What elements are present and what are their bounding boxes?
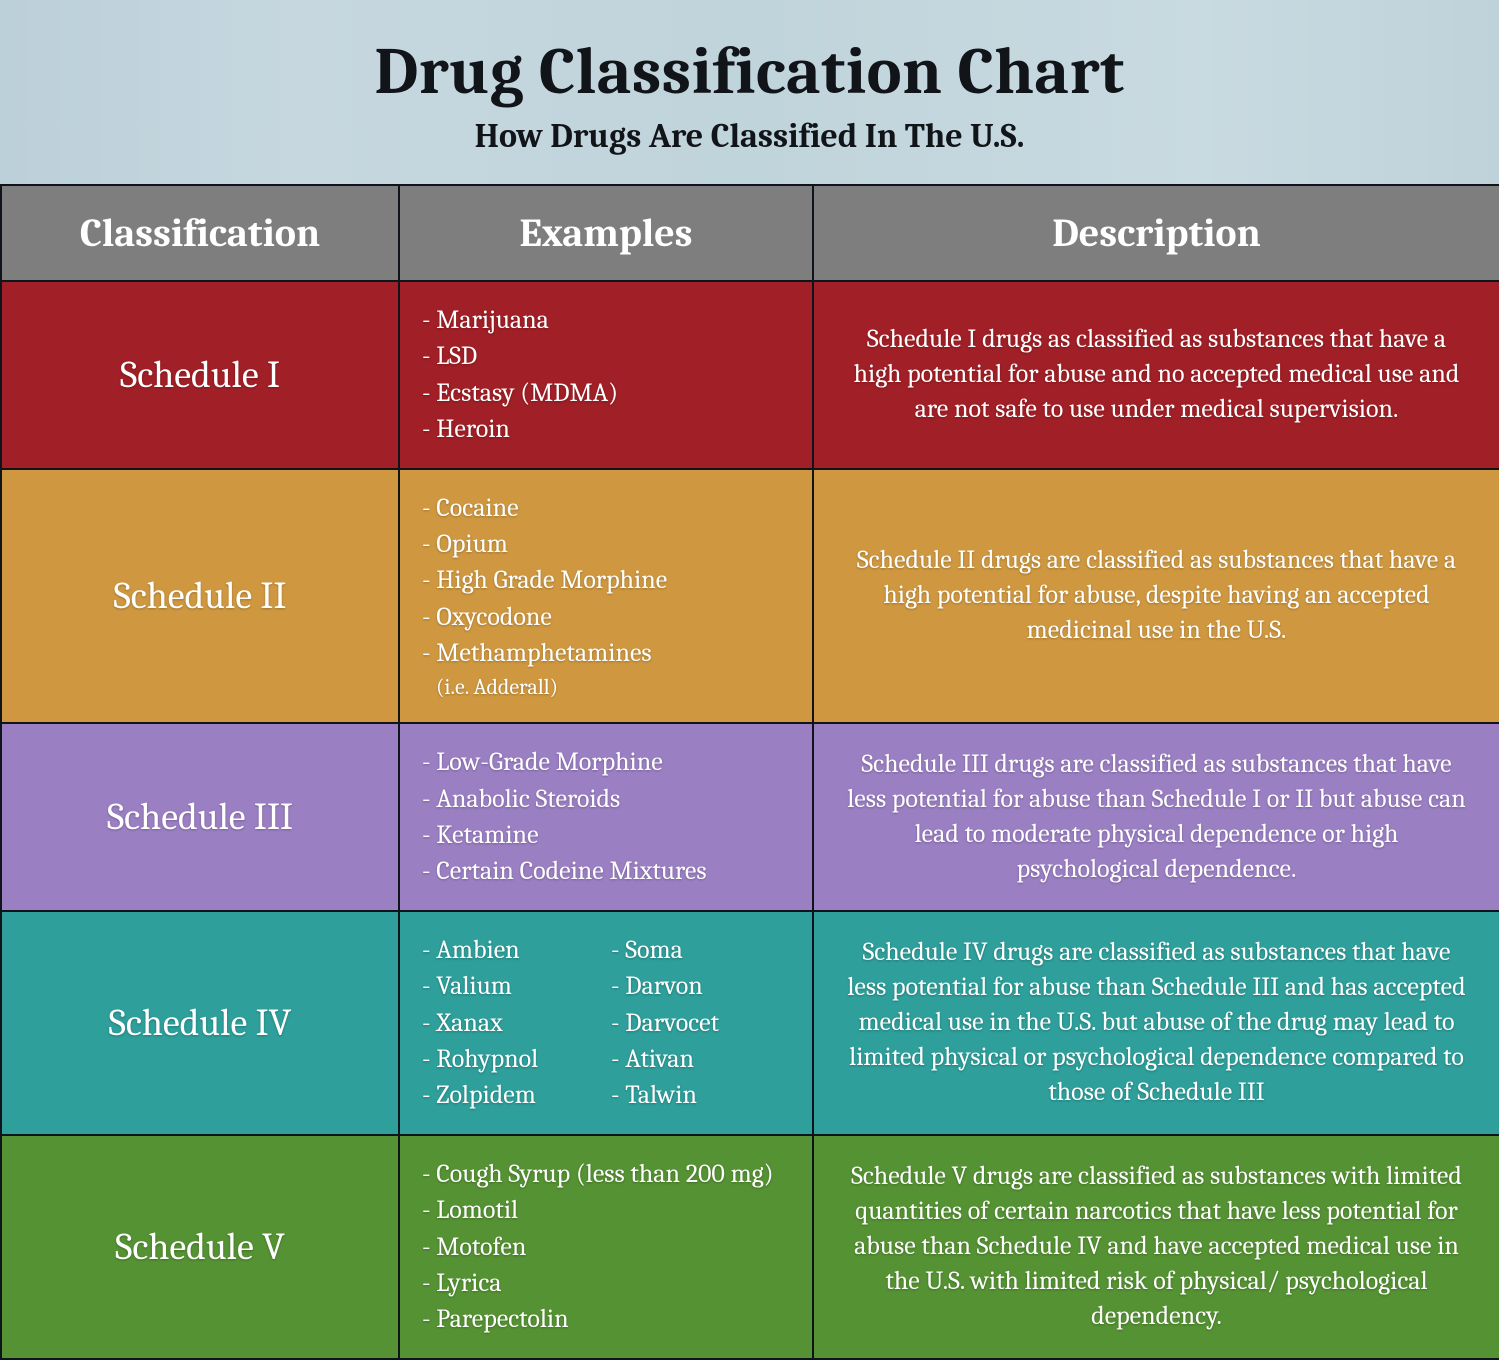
example-item: - Ecstasy (MDMA) bbox=[422, 375, 790, 411]
table-body: Schedule I- Marijuana- LSD- Ecstasy (MDM… bbox=[1, 281, 1499, 1359]
table-row: Schedule IV- Ambien- Valium- Xanax- Rohy… bbox=[1, 911, 1499, 1135]
example-item: - High Grade Morphine bbox=[422, 562, 790, 598]
example-item: - Oxycodone bbox=[422, 599, 790, 635]
example-item: - Certain Codeine Mixtures bbox=[422, 853, 790, 889]
col-description: Description bbox=[813, 185, 1499, 281]
classification-cell: Schedule III bbox=[1, 723, 399, 911]
header: Drug Classification Chart How Drugs Are … bbox=[0, 0, 1499, 184]
page-title: Drug Classification Chart bbox=[0, 34, 1499, 110]
example-item: - Anabolic Steroids bbox=[422, 781, 790, 817]
example-item: - Ativan bbox=[611, 1041, 790, 1077]
example-item: - Heroin bbox=[422, 411, 790, 447]
description-cell: Schedule II drugs are classified as subs… bbox=[813, 469, 1499, 724]
example-item: - Ketamine bbox=[422, 817, 790, 853]
example-item: - Valium bbox=[422, 968, 601, 1004]
examples-cell: - Marijuana- LSD- Ecstasy (MDMA)- Heroin bbox=[399, 281, 813, 469]
page-subtitle: How Drugs Are Classified In The U.S. bbox=[0, 116, 1499, 156]
example-item: - Soma bbox=[611, 932, 790, 968]
example-item: - Lyrica bbox=[422, 1265, 790, 1301]
example-item: - Cough Syrup (less than 200 mg) bbox=[422, 1156, 790, 1192]
example-item: - Marijuana bbox=[422, 302, 790, 338]
example-item: - Methamphetamines bbox=[422, 635, 790, 671]
examples-cell: - Cough Syrup (less than 200 mg)- Lomoti… bbox=[399, 1135, 813, 1359]
example-subline: (i.e. Adderall) bbox=[422, 672, 790, 703]
classification-cell: Schedule IV bbox=[1, 911, 399, 1135]
table-row: Schedule III- Low-Grade Morphine- Anabol… bbox=[1, 723, 1499, 911]
page: Drug Classification Chart How Drugs Are … bbox=[0, 0, 1499, 1360]
description-cell: Schedule I drugs as classified as substa… bbox=[813, 281, 1499, 469]
example-item: - Zolpidem bbox=[422, 1077, 601, 1113]
classification-cell: Schedule V bbox=[1, 1135, 399, 1359]
description-cell: Schedule V drugs are classified as subst… bbox=[813, 1135, 1499, 1359]
examples-cell: - Ambien- Valium- Xanax- Rohypnol- Zolpi… bbox=[399, 911, 813, 1135]
table-row: Schedule V- Cough Syrup (less than 200 m… bbox=[1, 1135, 1499, 1359]
classification-cell: Schedule I bbox=[1, 281, 399, 469]
table-header-row: Classification Examples Description bbox=[1, 185, 1499, 281]
table-row: Schedule II- Cocaine- Opium- High Grade … bbox=[1, 469, 1499, 724]
example-item: - Darvon bbox=[611, 968, 790, 1004]
example-item: - Darvocet bbox=[611, 1005, 790, 1041]
col-examples: Examples bbox=[399, 185, 813, 281]
example-item: - Motofen bbox=[422, 1229, 790, 1265]
example-item: - Cocaine bbox=[422, 490, 790, 526]
example-item: - Rohypnol bbox=[422, 1041, 601, 1077]
col-classification: Classification bbox=[1, 185, 399, 281]
example-item: - Ambien bbox=[422, 932, 601, 968]
examples-cell: - Cocaine- Opium- High Grade Morphine- O… bbox=[399, 469, 813, 724]
classification-table: Classification Examples Description Sche… bbox=[0, 184, 1499, 1360]
description-cell: Schedule IV drugs are classified as subs… bbox=[813, 911, 1499, 1135]
example-item: - Talwin bbox=[611, 1077, 790, 1113]
example-item: - Lomotil bbox=[422, 1192, 790, 1228]
table-row: Schedule I- Marijuana- LSD- Ecstasy (MDM… bbox=[1, 281, 1499, 469]
example-item: - Xanax bbox=[422, 1005, 601, 1041]
example-item: - Parepectolin bbox=[422, 1301, 790, 1337]
example-item: - Low-Grade Morphine bbox=[422, 744, 790, 780]
classification-cell: Schedule II bbox=[1, 469, 399, 724]
examples-cell: - Low-Grade Morphine- Anabolic Steroids-… bbox=[399, 723, 813, 911]
description-cell: Schedule III drugs are classified as sub… bbox=[813, 723, 1499, 911]
example-item: - Opium bbox=[422, 526, 790, 562]
example-item: - LSD bbox=[422, 338, 790, 374]
